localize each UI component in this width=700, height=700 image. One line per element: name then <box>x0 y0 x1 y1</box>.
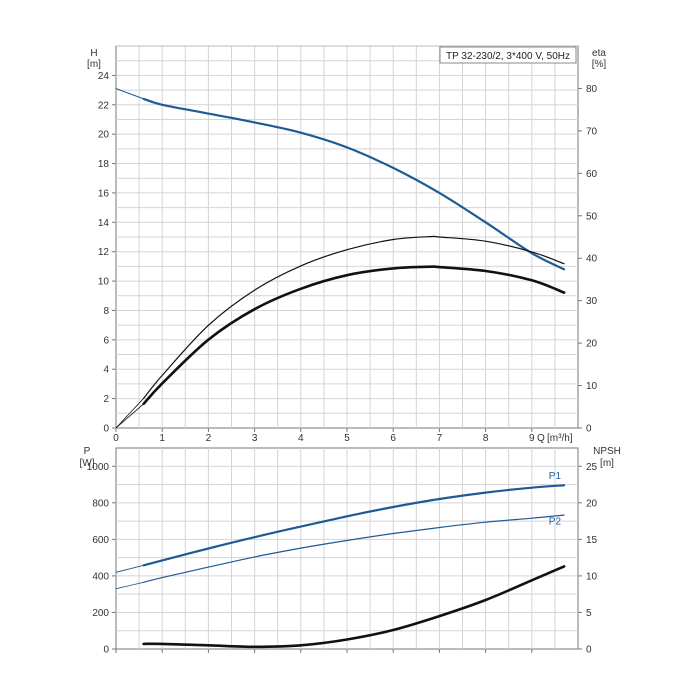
p1-label: P1 <box>549 471 562 482</box>
y-left-tick-label: 2 <box>103 394 109 405</box>
q-axis-unit: [m³/h] <box>547 433 573 444</box>
x-tick-label: 8 <box>483 433 489 444</box>
p-axis-unit: [W] <box>80 458 95 469</box>
y-right-tick-label: 20 <box>586 339 598 350</box>
x-tick-label: 7 <box>437 433 443 444</box>
y-left-tick-label: 20 <box>98 130 110 141</box>
chart-title-frame <box>439 46 577 64</box>
y-right-tick-label: 0 <box>586 424 592 435</box>
curve-0 <box>115 88 145 100</box>
y-left-tick-label: 24 <box>98 71 110 82</box>
y-left-tick-label: 200 <box>92 608 109 619</box>
y-left-tick-label: 1000 <box>87 462 110 473</box>
chart-title: TP 32-230/2, 3*400 V, 50Hz <box>446 51 570 62</box>
curve-3 <box>143 235 565 399</box>
curve-5 <box>142 265 566 406</box>
y-left-tick-label: 0 <box>103 424 109 435</box>
h-axis-unit: [m] <box>87 59 101 70</box>
x-tick-label: 2 <box>206 433 212 444</box>
y-right-tick-label: 5 <box>586 608 592 619</box>
y-right-tick-label: 60 <box>586 169 598 180</box>
p2-label: P2 <box>549 517 562 528</box>
y-left-tick-label: 400 <box>92 571 109 582</box>
axes-bottom: 0 200 400 600 800 1000 0 5 10 15 20 25 <box>87 462 598 656</box>
y-right-tick-label: 40 <box>586 254 598 265</box>
power-npsh-panel: P1 P2 0 200 400 600 800 1000 0 5 10 15 20 25 <box>87 447 598 656</box>
y-left-tick-label: 18 <box>98 159 110 170</box>
p-axis-label: P <box>84 446 91 457</box>
curve-2 <box>115 581 145 590</box>
y-right-tick-label: 20 <box>586 498 598 509</box>
y-right-tick-label: 70 <box>586 126 598 137</box>
x-tick-label: 4 <box>298 433 304 444</box>
q-axis-label: Q <box>537 433 545 444</box>
npsh-axis-unit: [m] <box>600 458 614 469</box>
h-axis-label: H <box>90 48 97 59</box>
x-tick-label: 0 <box>113 433 119 444</box>
curves-bottom: P1 P2 <box>115 471 566 649</box>
p2-curve <box>143 514 565 583</box>
y-left-tick-label: 4 <box>103 365 109 376</box>
y-right-tick-label: 10 <box>586 571 598 582</box>
x-tick-label: 3 <box>252 433 258 444</box>
curve-1 <box>142 97 566 271</box>
y-left-tick-label: 16 <box>98 188 110 199</box>
y-left-tick-label: 14 <box>98 218 110 229</box>
y-right-tick-label: 30 <box>586 296 598 307</box>
y-left-tick-label: 8 <box>103 306 109 317</box>
eta-axis-unit: [%] <box>592 59 607 70</box>
p1-curve <box>142 484 566 567</box>
curve-4 <box>142 565 566 649</box>
y-left-tick-label: 0 <box>103 645 109 656</box>
y-left-tick-label: 6 <box>103 335 109 346</box>
curves-top <box>115 88 566 429</box>
curve-4 <box>115 403 145 429</box>
x-tick-label: 6 <box>390 433 396 444</box>
chart-title-box: TP 32-230/2, 3*400 V, 50Hz <box>439 46 577 64</box>
y-right-tick-label: 15 <box>586 535 598 546</box>
eta-axis-label: eta <box>592 48 606 59</box>
y-right-tick-label: 80 <box>586 84 598 95</box>
y-left-tick-label: 12 <box>98 247 110 258</box>
curve-0 <box>115 564 145 573</box>
y-right-tick-label: 10 <box>586 381 598 392</box>
y-left-tick-label: 800 <box>92 498 109 509</box>
npsh-axis-label: NPSH <box>593 446 621 457</box>
y-right-tick-label: 50 <box>586 211 598 222</box>
y-left-tick-label: 10 <box>98 277 110 288</box>
x-tick-label: 9 <box>529 433 535 444</box>
x-tick-label: 1 <box>159 433 165 444</box>
y-right-tick-label: 0 <box>586 645 592 656</box>
y-left-tick-label: 22 <box>98 100 110 111</box>
x-tick-label: 5 <box>344 433 350 444</box>
grid-bottom <box>115 447 579 650</box>
y-right-tick-label: 25 <box>586 462 598 473</box>
y-left-tick-label: 600 <box>92 535 109 546</box>
